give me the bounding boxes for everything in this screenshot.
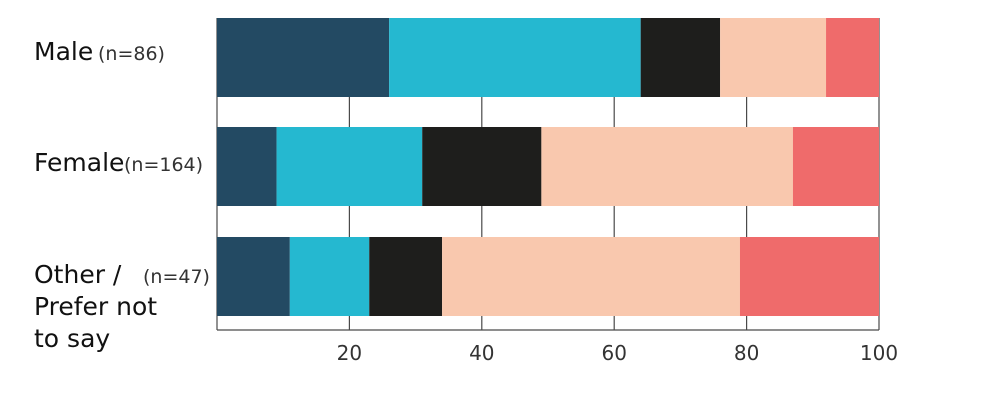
x-tick-label-60: 60 (601, 341, 626, 365)
bar-segment-2-2 (369, 237, 443, 316)
category-n-label-2: (n=47) (143, 266, 210, 288)
category-label-0-line-0: Male (34, 37, 93, 66)
bar-segment-1-3 (541, 127, 793, 206)
bar-segment-1-2 (422, 127, 542, 206)
x-tick-label-20: 20 (337, 341, 362, 365)
bar-segment-2-4 (739, 237, 879, 316)
bar-segment-0-1 (389, 18, 641, 97)
bar-segment-0-3 (720, 18, 827, 97)
category-label-1-line-0: Female (34, 148, 124, 177)
bars-layer (217, 18, 879, 316)
bar-segment-1-4 (792, 127, 879, 206)
bar-segment-0-4 (826, 18, 879, 97)
category-n-label-1: (n=164) (124, 154, 203, 176)
bar-segment-2-0 (217, 237, 290, 316)
x-tick-label-40: 40 (469, 341, 494, 365)
x-tick-label-100: 100 (860, 341, 898, 365)
bar-segment-2-1 (289, 237, 370, 316)
category-label-2-line-1: Prefer not (34, 292, 157, 321)
category-label-2-line-2: to say (34, 324, 110, 353)
category-label-2-line-0: Other / (34, 260, 122, 289)
bar-segment-0-2 (640, 18, 721, 97)
bar-segment-0-0 (217, 18, 390, 97)
bar-segment-2-3 (442, 237, 740, 316)
category-n-label-0: (n=86) (98, 43, 165, 65)
bar-segment-1-0 (217, 127, 277, 206)
labels-layer: 20 40 60 80 100 Male (n=86) Female (n=164) Other … (34, 37, 898, 365)
x-tick-label-80: 80 (734, 341, 759, 365)
bar-segment-1-1 (276, 127, 423, 206)
